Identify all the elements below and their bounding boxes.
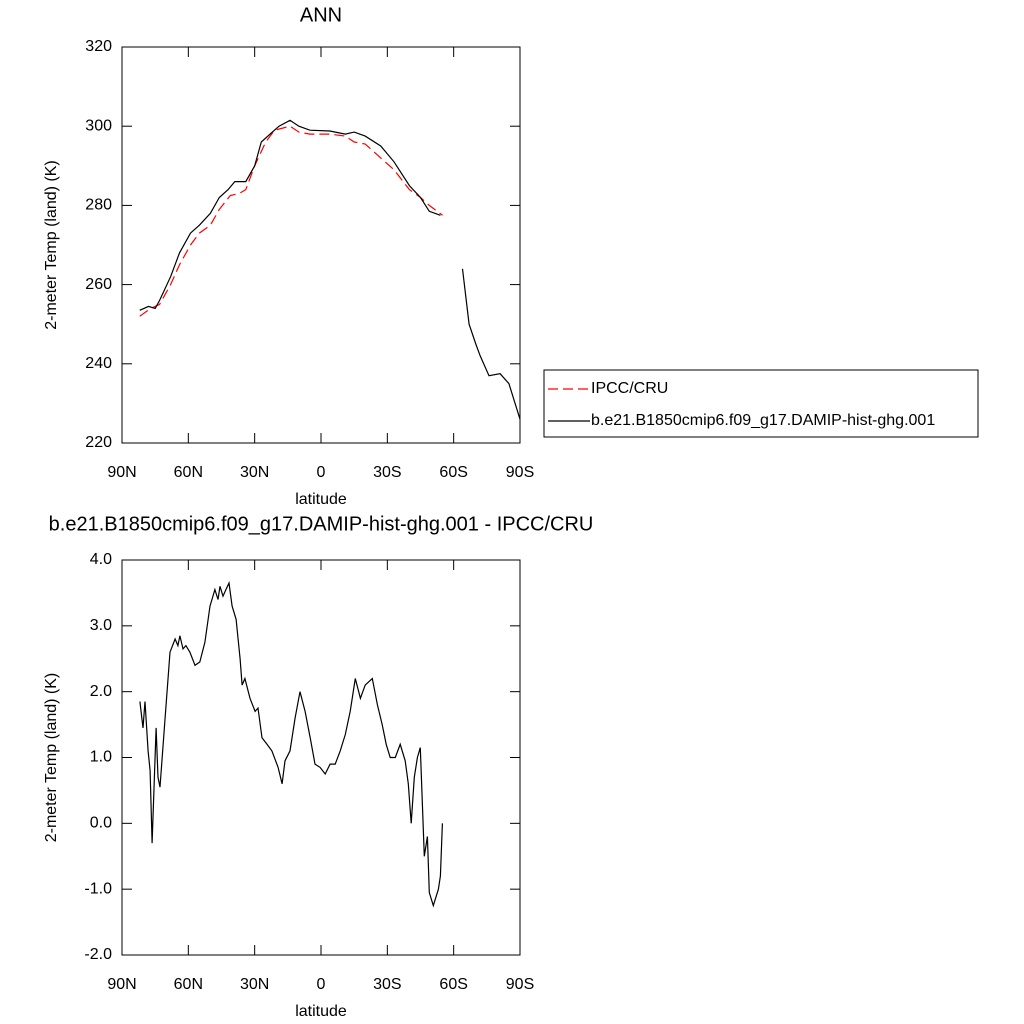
x-tick-label: 30N — [240, 464, 269, 481]
x-axis-label: latitude — [295, 1003, 347, 1020]
x-tick-label: 90N — [107, 464, 136, 481]
x-tick-label: 90N — [107, 976, 136, 993]
plot-frame — [121, 559, 521, 956]
y-tick-label: 240 — [85, 355, 112, 372]
y-tick-label: -1.0 — [84, 880, 112, 897]
y-axis-label: 2-meter Temp (land) (K) — [43, 160, 60, 330]
x-tick-label: 90S — [506, 464, 534, 481]
x-tick-label: 30S — [373, 976, 401, 993]
data-line — [139, 125, 443, 317]
x-tick-label: 0 — [317, 976, 326, 993]
y-tick-label: 300 — [85, 117, 112, 134]
x-tick-label: 60N — [174, 464, 203, 481]
legend-box — [543, 369, 979, 438]
y-tick-label: 2.0 — [90, 683, 112, 700]
x-tick-label: 60S — [439, 464, 467, 481]
chart-title: b.e21.B1850cmip6.f09_g17.DAMIP-hist-ghg.… — [49, 513, 594, 535]
x-axis-label: latitude — [295, 491, 347, 508]
legend-label: b.e21.B1850cmip6.f09_g17.DAMIP-hist-ghg.… — [591, 412, 935, 429]
x-tick-label: 0 — [317, 464, 326, 481]
x-tick-label: 60S — [439, 976, 467, 993]
data-line — [139, 580, 443, 908]
x-tick-label: 60N — [174, 976, 203, 993]
y-tick-label: 260 — [85, 276, 112, 293]
y-tick-label: 0.0 — [90, 815, 112, 832]
x-tick-label: 30N — [240, 976, 269, 993]
y-tick-label: 220 — [85, 434, 112, 451]
y-tick-label: 3.0 — [90, 617, 112, 634]
y-tick-label: 4.0 — [90, 551, 112, 568]
x-tick-label: 90S — [506, 976, 534, 993]
legend-label: IPCC/CRU — [591, 380, 668, 397]
y-axis-label: 2-meter Temp (land) (K) — [43, 673, 60, 843]
y-tick-label: 320 — [85, 38, 112, 55]
y-tick-label: 280 — [85, 197, 112, 214]
y-tick-label: -2.0 — [84, 946, 112, 963]
chart-title: ANN — [300, 4, 342, 26]
x-tick-label: 30S — [373, 464, 401, 481]
y-tick-label: 1.0 — [90, 749, 112, 766]
plot-frame — [121, 46, 521, 444]
data-line — [139, 119, 521, 420]
